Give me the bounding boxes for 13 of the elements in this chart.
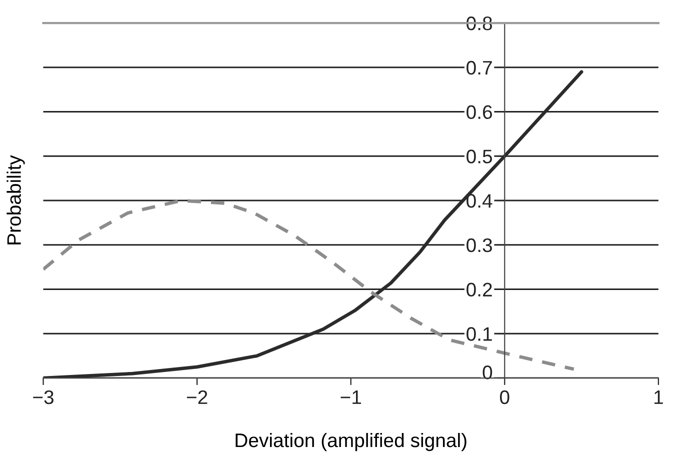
y-axis-title: Probability [6, 155, 25, 244]
x-tick-label: −3 [33, 390, 54, 404]
y-tick-label: 0.2 [466, 282, 492, 297]
x-axis-title: Deviation (amplified signal) [236, 432, 466, 452]
x-tick-label: −2 [186, 390, 208, 404]
y-tick-label: 0.6 [466, 105, 492, 120]
y-tick-label: 0.5 [466, 150, 492, 164]
y-tick-label: 0.3 [466, 238, 492, 252]
x-tick-label: 0 [500, 390, 510, 404]
x-tick-label: −1 [340, 390, 361, 404]
y-tick-label: 0.7 [466, 60, 492, 75]
y-tick-label: 0.1 [466, 327, 492, 341]
x-tick-label: 1 [654, 390, 663, 404]
